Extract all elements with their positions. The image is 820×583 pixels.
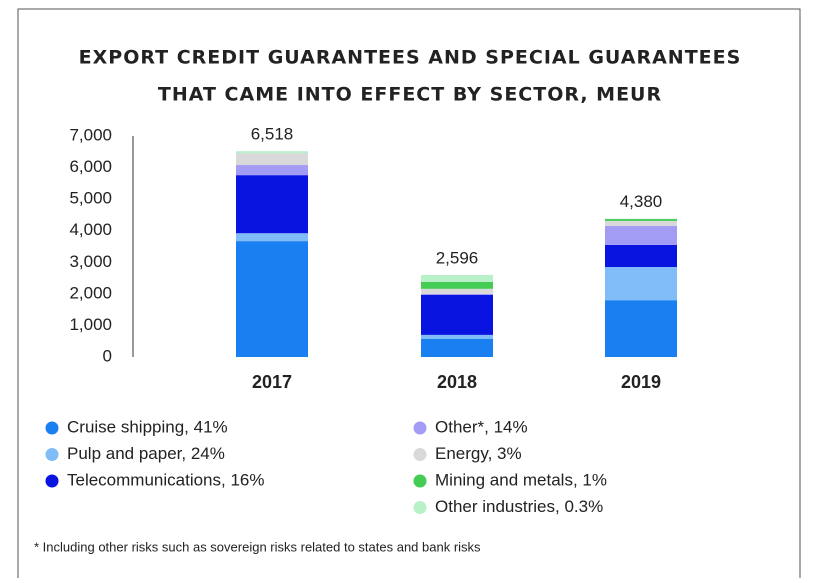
- legend-label: Mining and metals, 1%: [435, 470, 607, 489]
- chart-title: EXPORT CREDIT GUARANTEES AND SPECIAL GUA…: [79, 47, 742, 69]
- chart-title: THAT CAME INTO EFFECT BY SECTOR, MEUR: [158, 84, 662, 106]
- x-tick-label: 2018: [437, 372, 477, 392]
- y-tick-label: 5,000: [69, 189, 112, 208]
- legend-label: Pulp and paper, 24%: [67, 444, 225, 463]
- x-tick-label: 2019: [621, 372, 661, 392]
- legend-marker: [414, 475, 427, 488]
- bar-segment: [421, 339, 493, 357]
- bar-segment: [236, 151, 308, 153]
- legend-label: Other*, 14%: [435, 417, 528, 436]
- bar-segment: [605, 300, 677, 357]
- bar-segment: [236, 165, 308, 175]
- total-label: 4,380: [620, 192, 663, 211]
- x-tick-label: 2017: [252, 372, 292, 392]
- y-tick-label: 6,000: [69, 157, 112, 176]
- bar-segment: [421, 282, 493, 289]
- bar-segment: [421, 295, 493, 335]
- legend-label: Other industries, 0.3%: [435, 497, 603, 516]
- total-label: 6,518: [251, 125, 294, 144]
- legend-marker: [46, 475, 59, 488]
- y-tick-label: 1,000: [69, 315, 112, 334]
- legend-marker: [46, 422, 59, 435]
- bar-segment: [605, 221, 677, 226]
- bar-segment: [605, 267, 677, 300]
- bar-segment: [605, 226, 677, 245]
- legend-marker: [46, 448, 59, 461]
- bar-segment: [236, 153, 308, 165]
- bar-segment: [421, 275, 493, 282]
- legend-marker: [414, 422, 427, 435]
- bar-segment: [421, 289, 493, 294]
- y-tick-label: 0: [103, 346, 112, 365]
- footnote: * Including other risks such as sovereig…: [34, 539, 481, 554]
- y-tick-label: 3,000: [69, 252, 112, 271]
- legend-marker: [414, 501, 427, 514]
- bar-segment: [236, 241, 308, 357]
- bar-segment: [236, 175, 308, 233]
- bar-segment: [421, 335, 493, 339]
- bar-segment: [236, 233, 308, 241]
- y-tick-label: 7,000: [69, 125, 112, 144]
- legend-label: Energy, 3%: [435, 444, 522, 463]
- legend-label: Cruise shipping, 41%: [67, 417, 228, 436]
- legend-marker: [414, 448, 427, 461]
- bar-segment: [421, 294, 493, 295]
- total-label: 2,596: [436, 249, 479, 268]
- bar-segment: [605, 219, 677, 221]
- legend-label: Telecommunications, 16%: [67, 470, 264, 489]
- y-tick-label: 4,000: [69, 220, 112, 239]
- bar-segment: [605, 245, 677, 267]
- y-tick-label: 2,000: [69, 283, 112, 302]
